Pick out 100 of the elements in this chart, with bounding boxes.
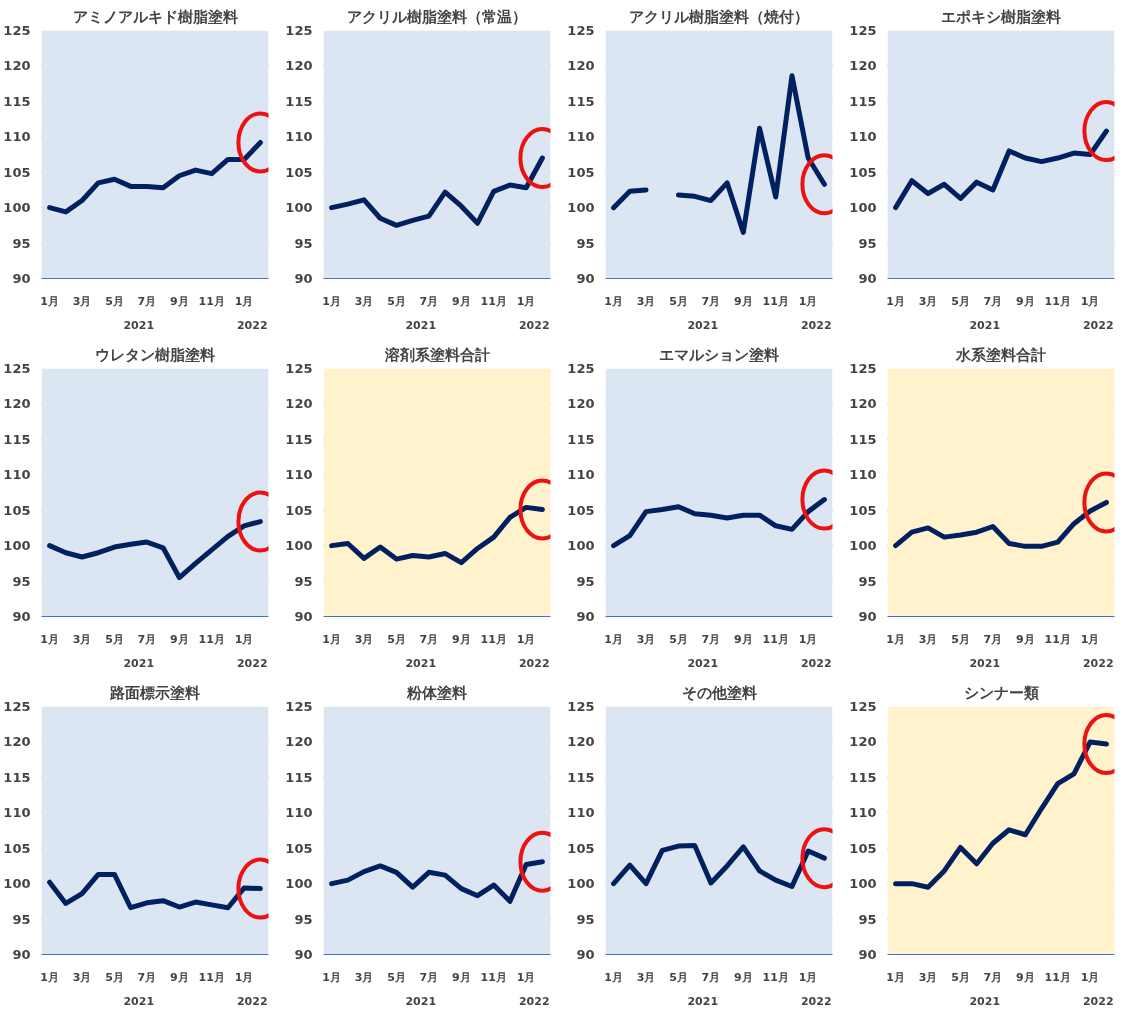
x-tick-label: 9月 [169, 970, 189, 984]
x-tick-label: 7月 [419, 632, 439, 646]
x-tick-label: 1月 [886, 970, 905, 984]
y-tick-label: 115 [285, 93, 313, 109]
y-tick-label: 110 [849, 129, 877, 145]
x-tick-label: 9月 [451, 632, 471, 646]
text: 2022 [800, 656, 832, 670]
y-tick-label: 125 [567, 699, 595, 714]
y-tick-label: 110 [3, 467, 31, 483]
x-tick-label: 1月 [40, 632, 59, 646]
x-tick-label: 9月 [733, 970, 753, 984]
y-tick-label: 90 [576, 271, 595, 286]
y-tick-label: 95 [294, 911, 313, 927]
y-tick-label: 115 [849, 93, 877, 109]
y-tick-label: 95 [294, 573, 313, 589]
x-tick-label: 9月 [451, 970, 471, 984]
x-tick-label: 3月 [636, 632, 656, 646]
x-tick-label: 11月 [480, 632, 507, 646]
y-tick-label: 125 [285, 699, 313, 714]
x-tick-label: 5月 [951, 294, 970, 308]
x-tick-label: 1月 [886, 632, 905, 646]
y-tick-label: 100 [849, 538, 877, 554]
text: 2021 [123, 656, 155, 670]
y-tick-label: 115 [285, 431, 313, 447]
x-tick-label: 1月 [886, 294, 905, 308]
y-tick-label: 105 [567, 164, 595, 180]
x-tick-label: 11月 [1044, 294, 1071, 308]
y-tick-label: 110 [3, 805, 31, 821]
x-tick-label: 1月 [604, 294, 623, 308]
x-tick-label: 1月 [1080, 970, 1100, 984]
y-tick-label: 100 [849, 876, 877, 892]
x-tick-label: 1月 [234, 294, 254, 308]
x-tick-label: 1月 [516, 294, 536, 308]
y-tick-label: 115 [3, 431, 31, 447]
text: 2022 [800, 994, 832, 1008]
text: 2021 [687, 318, 719, 332]
chart-title: ウレタン樹脂塗料 [95, 345, 215, 364]
x-tick-label: 3月 [636, 970, 656, 984]
x-tick-label: 1月 [516, 632, 536, 646]
x-tick-label: 5月 [951, 970, 970, 984]
x-tick-label: 1月 [322, 294, 341, 308]
y-tick-label: 110 [567, 129, 595, 145]
chart-title: その他塗料 [681, 683, 757, 702]
x-tick-label: 7月 [419, 970, 439, 984]
x-tick-label: 9月 [1015, 294, 1035, 308]
y-tick-label: 100 [849, 200, 877, 216]
y-tick-label: 115 [849, 769, 877, 785]
text: 2022 [518, 318, 550, 332]
x-tick-label: 11月 [762, 970, 789, 984]
y-tick-label: 125 [849, 699, 877, 714]
y-tick-label: 105 [849, 164, 877, 180]
x-tick-label: 3月 [636, 294, 656, 308]
y-tick-label: 105 [285, 502, 313, 518]
x-tick-label: 5月 [387, 970, 406, 984]
x-tick-label: 1月 [798, 632, 818, 646]
y-tick-label: 100 [567, 876, 595, 892]
x-tick-label: 11月 [762, 632, 789, 646]
y-tick-label: 95 [576, 911, 595, 927]
y-tick-label: 100 [285, 876, 313, 892]
x-tick-label: 11月 [1044, 632, 1071, 646]
x-tick-label: 1月 [40, 970, 59, 984]
y-tick-label: 95 [12, 573, 31, 589]
y-tick-label: 90 [12, 609, 31, 624]
x-tick-label: 5月 [669, 970, 688, 984]
text: 2021 [405, 656, 437, 670]
y-tick-label: 120 [3, 58, 31, 74]
y-tick-label: 115 [567, 769, 595, 785]
y-tick-label: 100 [567, 200, 595, 216]
text: 2021 [969, 994, 1001, 1008]
text: 2021 [687, 994, 719, 1008]
y-tick-label: 90 [576, 947, 595, 962]
y-tick-label: 120 [849, 734, 877, 750]
y-tick-label: 90 [12, 947, 31, 962]
y-tick-label: 110 [3, 129, 31, 145]
text: 2022 [236, 656, 268, 670]
y-tick-label: 110 [285, 805, 313, 821]
y-tick-label: 120 [3, 396, 31, 412]
x-tick-label: 7月 [419, 294, 439, 308]
x-tick-label: 11月 [1044, 970, 1071, 984]
y-tick-label: 105 [3, 840, 31, 856]
chart-title: 水系塗料合計 [955, 345, 1046, 364]
x-tick-label: 9月 [451, 294, 471, 308]
text: 2021 [687, 656, 719, 670]
y-tick-label: 95 [858, 573, 877, 589]
y-tick-label: 125 [3, 23, 31, 38]
y-tick-label: 125 [849, 23, 877, 38]
text: 2021 [969, 318, 1001, 332]
y-tick-label: 115 [285, 769, 313, 785]
y-tick-label: 90 [294, 271, 313, 286]
x-tick-label: 1月 [1080, 294, 1100, 308]
y-tick-label: 95 [12, 911, 31, 927]
y-tick-label: 105 [3, 164, 31, 180]
y-tick-label: 100 [3, 200, 31, 216]
y-tick-label: 115 [567, 93, 595, 109]
chart-title: アクリル樹脂塗料（常温） [347, 7, 527, 26]
chart-title: 溶剤系塗料合計 [383, 345, 490, 364]
y-tick-label: 95 [858, 235, 877, 251]
x-tick-label: 3月 [918, 294, 938, 308]
chart-title: シンナー類 [963, 683, 1039, 702]
x-tick-label: 5月 [387, 294, 406, 308]
